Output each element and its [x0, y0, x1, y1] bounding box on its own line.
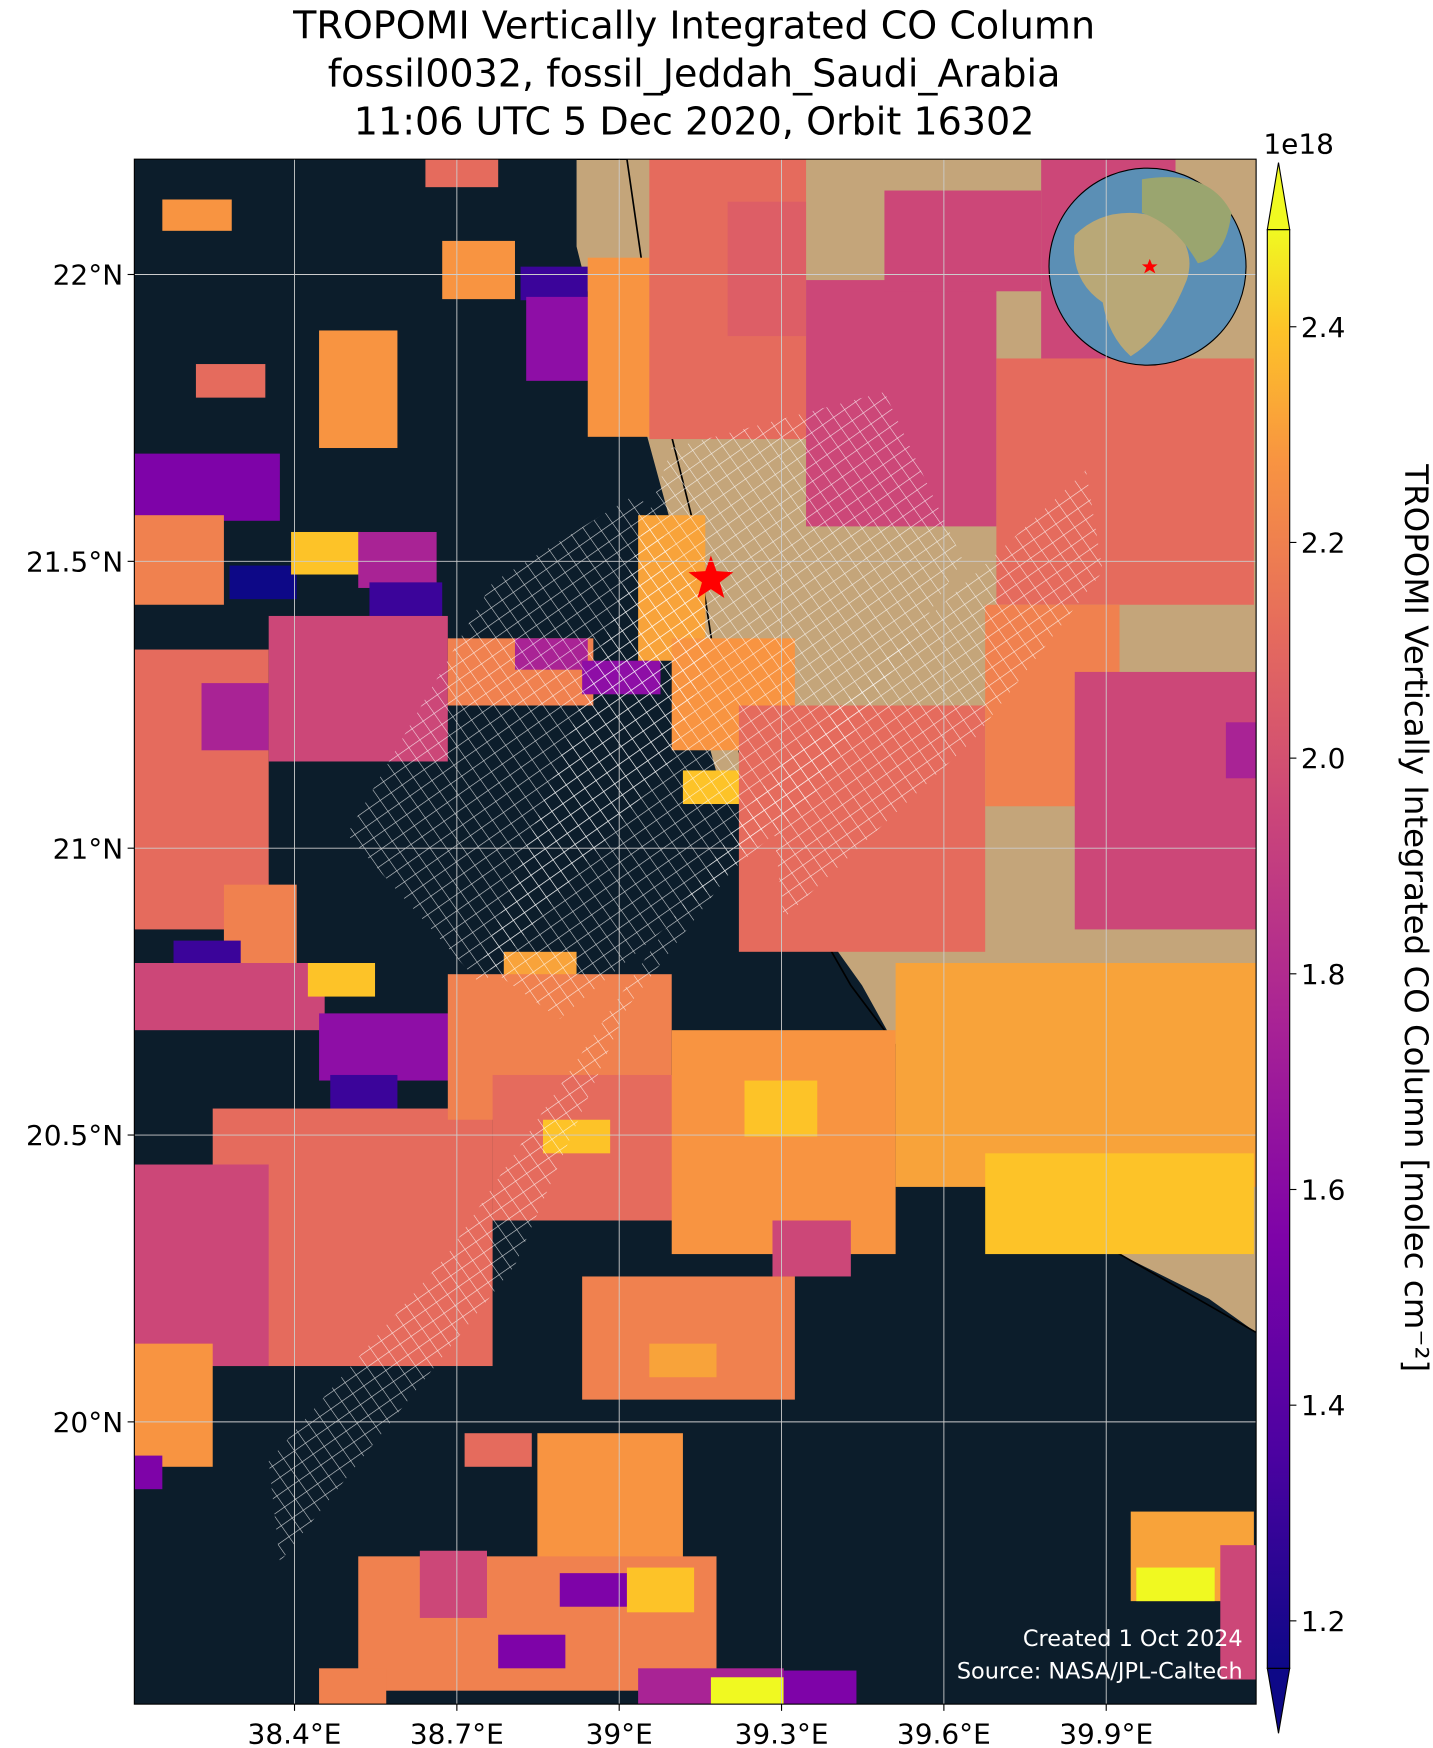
- colorbar-body: [1266, 229, 1291, 1669]
- colorbar-tick-label: 1.4: [1301, 1389, 1345, 1422]
- colorbar-over: [1266, 162, 1291, 231]
- x-tick-label: 39.9°E: [1059, 1717, 1153, 1748]
- title: 11:06 UTC 5 Dec 2020, Orbit 16302: [354, 100, 1035, 144]
- x-tick-label: 39.6°E: [897, 1717, 991, 1748]
- x-tick-label: 39°E: [586, 1717, 653, 1748]
- colorbar-under: [1266, 1667, 1291, 1734]
- swaths: [268, 392, 1103, 1562]
- colorbar-label: TROPOMI Vertically Integrated CO Column …: [1397, 463, 1433, 1372]
- map: Created 1 Oct 2024 Source: NASA/JPL-Calt…: [134, 159, 1257, 1705]
- map-frame: [133, 158, 1257, 1705]
- inset-globe: [1048, 167, 1247, 366]
- colorbar-tick-label: 1.2: [1301, 1605, 1345, 1638]
- colorbar-tick-label: 2.4: [1301, 311, 1345, 344]
- grid: [134, 159, 1257, 1705]
- footer-text: Created 1 Oct 2024: [1023, 1626, 1243, 1652]
- x-tick-label: 39.3°E: [735, 1717, 829, 1748]
- title: fossil0032, fossil_Jeddah_Saudi_Arabia: [328, 51, 1061, 95]
- y-tick-label: 20°N: [53, 1406, 124, 1439]
- colorbar: 1.2 1.4 1.6 1.8 2.0 2.2 2.4: [1266, 162, 1345, 1734]
- y-tick-label: 21°N: [53, 832, 124, 865]
- x-tick-label: 38.7°E: [410, 1717, 504, 1748]
- colorbar-tick-label: 1.6: [1301, 1174, 1345, 1207]
- title: TROPOMI Vertically Integrated CO Column: [292, 3, 1095, 47]
- colorbar-tick-label: 2.0: [1301, 742, 1345, 775]
- colorbar-exponent: 1e18: [1263, 128, 1334, 161]
- y-tick-label: 20.5°N: [26, 1119, 123, 1152]
- x-tick-label: 38.4°E: [248, 1717, 342, 1748]
- colorbar-tick-label: 1.8: [1301, 958, 1345, 991]
- footer-text: Source: NASA/JPL-Caltech: [957, 1658, 1243, 1684]
- y-tick-label: 22°N: [53, 259, 124, 292]
- y-tick-label: 21.5°N: [26, 545, 123, 578]
- colorbar-tick-label: 2.2: [1301, 527, 1345, 560]
